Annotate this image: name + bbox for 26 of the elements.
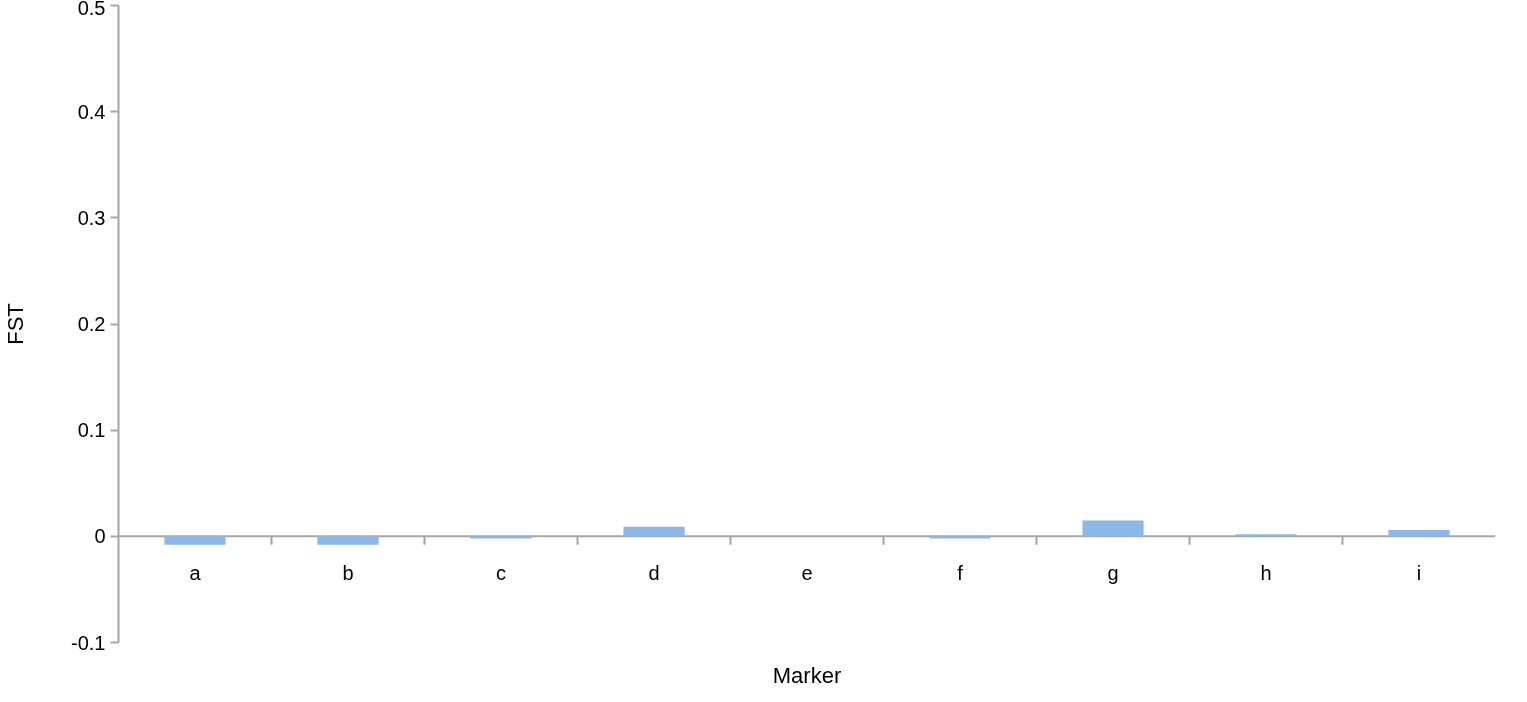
bar [164,536,226,545]
y-tick-label: 0.2 [77,313,106,335]
x-axis-title: Marker [772,662,842,688]
x-tick-label: b [342,562,354,585]
y-tick-label: 0.1 [77,419,106,442]
x-tick-label: g [1107,562,1119,585]
y-axis-title: FST [3,303,29,345]
x-tick-label: h [1260,562,1272,585]
bar [1235,534,1297,537]
y-tick-label: 0.4 [77,100,106,123]
x-tick-label: c [496,562,506,585]
y-tick-label: 0.3 [77,206,106,229]
bar [1388,529,1450,537]
bar [1082,520,1144,537]
y-tick-label: 0.5 [77,0,106,19]
bar [929,536,991,539]
y-tick-label: -0.1 [71,631,106,654]
x-tick-label: a [189,562,202,585]
bar [317,536,379,545]
x-tick-label: i [1416,562,1422,585]
x-tick-label: f [957,562,964,585]
bar [470,536,532,539]
y-tick-label: 0 [94,525,106,548]
bar [623,526,685,537]
x-tick-label: d [648,562,660,585]
x-tick-label: e [801,562,813,585]
